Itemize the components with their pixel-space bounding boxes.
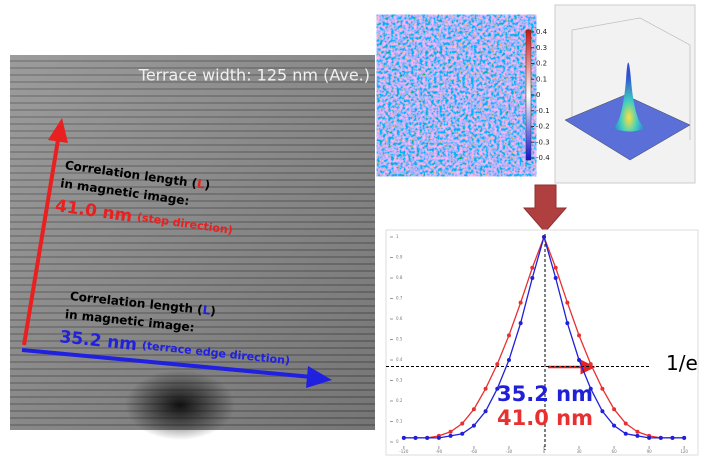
y-tick-label: 0.8: [396, 275, 403, 280]
y-tick-label: 0.4: [396, 357, 403, 362]
point: [448, 429, 453, 434]
point: [483, 409, 488, 414]
point: [530, 276, 535, 280]
colorbar-tick-label: 0: [536, 91, 540, 99]
point: [658, 435, 663, 440]
plot: 0 0.1 0.2 0.3 0.4 0.5 0.6 0.7 0.8 0.9 1 -120 -90 -60 -…: [386, 234, 698, 454]
x-tick-label: -120: [399, 449, 409, 454]
point: [577, 333, 582, 338]
point: [647, 435, 652, 440]
length-label: 41.0 nm: [497, 406, 593, 430]
symbol: L: [196, 176, 206, 191]
x-tick-label: 90: [647, 449, 653, 454]
point: [553, 265, 558, 270]
point: [506, 333, 511, 338]
point: [565, 321, 570, 326]
point: [425, 435, 430, 440]
point: [670, 435, 675, 440]
point: [600, 386, 605, 391]
point: [495, 386, 500, 391]
point: [588, 362, 593, 367]
point: [577, 358, 582, 362]
point: [635, 429, 640, 434]
red-arrow: [22, 118, 68, 346]
y-tick-label: 0: [396, 439, 399, 444]
x-tick-label: 120: [680, 449, 688, 454]
point: [542, 235, 546, 239]
colorbar-tick-label: -0.2: [536, 123, 550, 131]
image-caption: Terrace width: 125 nm (Ave.): [138, 66, 370, 85]
point: [518, 300, 523, 305]
point: [553, 276, 558, 280]
point: [518, 321, 523, 326]
point: [530, 265, 535, 270]
point: [471, 407, 476, 412]
reference-label: 1/e: [666, 351, 698, 375]
y-tick-label: 0.2: [396, 398, 403, 403]
y-tick-label: 0.9: [396, 255, 403, 260]
blue-arrow: [21, 348, 332, 388]
y-tick-label: 0.6: [396, 316, 403, 321]
point: [506, 358, 511, 362]
point: [565, 300, 570, 305]
point: [483, 386, 488, 391]
point: [682, 435, 687, 440]
colorbar-tick-label: -0.1: [536, 107, 550, 115]
point: [436, 435, 441, 440]
point: [635, 433, 640, 438]
point: [448, 433, 453, 438]
symbol: L: [202, 302, 211, 317]
magnetic-image: [10, 55, 375, 440]
x-tick-label: 60: [612, 449, 618, 454]
text: ): [204, 177, 211, 192]
point: [588, 386, 593, 391]
point: [401, 435, 406, 440]
colorbar-tick-label: 0.3: [536, 44, 547, 52]
point: [612, 423, 617, 428]
point: [471, 423, 476, 428]
colorbar-tick-label: 0.2: [536, 60, 547, 68]
colorbar-tick-label: -0.4: [536, 154, 550, 162]
y-tick-label: 1: [396, 234, 399, 239]
text: ): [210, 303, 217, 317]
y-tick-label: 0.3: [396, 378, 403, 383]
point: [612, 407, 617, 412]
y-tick-label: 0.1: [396, 419, 403, 424]
colorbar-tick-label: 0.1: [536, 75, 547, 83]
point: [623, 431, 628, 436]
down-arrow: [522, 184, 568, 233]
x-tick-label: -90: [436, 449, 443, 454]
colorbar-tick-label: 0.4: [536, 28, 548, 36]
x-tick-label: -30: [506, 449, 513, 454]
point: [600, 409, 605, 414]
length-label: 35.2 nm: [497, 382, 593, 406]
point: [460, 431, 465, 436]
y-tick-label: 0.5: [396, 337, 403, 342]
point: [495, 362, 500, 367]
x-tick-label: -60: [471, 449, 478, 454]
point: [623, 421, 628, 426]
colorbar: [525, 29, 532, 161]
x-tick-label: 0: [543, 449, 546, 454]
chart-frame: [385, 229, 699, 456]
surface-plot: [554, 4, 696, 184]
point: [413, 435, 418, 440]
x-tick-label: 30: [576, 449, 582, 454]
point: [460, 421, 465, 426]
correlation-map: [390, 28, 523, 163]
y-tick-label: 0.7: [396, 296, 403, 301]
colorbar-tick-label: -0.3: [536, 138, 550, 146]
